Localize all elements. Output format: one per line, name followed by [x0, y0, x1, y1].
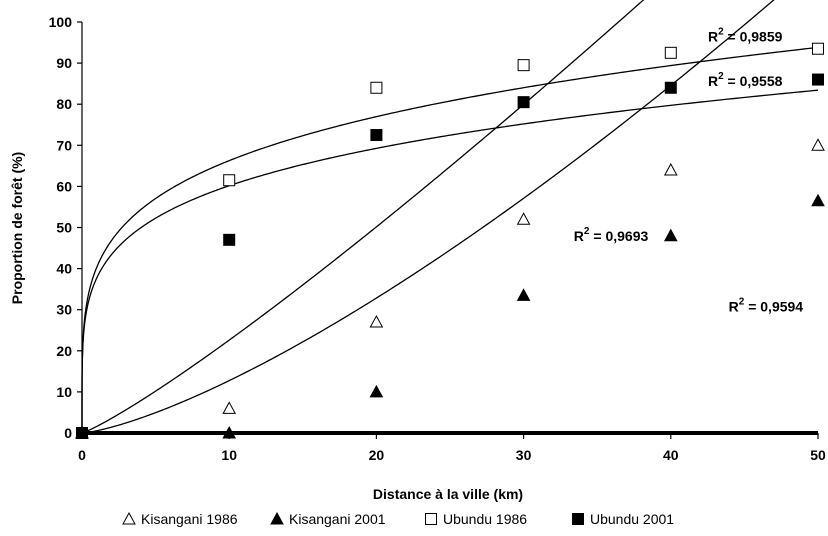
- r2-exponent: 2: [739, 297, 745, 308]
- y-tick-label: 80: [56, 96, 72, 112]
- data-points: [75, 42, 825, 439]
- r2-value: = 0,9594: [744, 299, 803, 315]
- legend-marker-open-square: [425, 513, 437, 525]
- data-point-open-triangle: [663, 162, 678, 176]
- fit-curve-0: [81, 0, 645, 434]
- r2-label: R2 = 0,9594: [729, 297, 804, 315]
- fit-curve-3: [81, 89, 819, 433]
- y-tick-label: 20: [56, 343, 72, 359]
- y-tick-label: 10: [56, 384, 72, 400]
- r2-exponent: 2: [718, 26, 724, 37]
- legend-marker-filled-square: [572, 513, 584, 525]
- y-tick-label: 100: [49, 14, 73, 30]
- r2-letter: R: [708, 28, 718, 44]
- x-tick-label: 20: [369, 447, 385, 463]
- r2-label: R2 = 0,9558: [708, 71, 783, 89]
- data-point-filled-square: [517, 96, 530, 109]
- y-tick-label: 90: [56, 55, 72, 71]
- y-tick-label: 40: [56, 261, 72, 277]
- x-tick-label: 50: [810, 447, 826, 463]
- r2-value: = 0,9859: [724, 28, 783, 44]
- r2-value: = 0,9693: [589, 228, 648, 244]
- x-tick-label: 30: [516, 447, 532, 463]
- x-tick-label: 10: [221, 447, 237, 463]
- y-tick-label: 50: [56, 220, 72, 236]
- data-point-filled-square: [223, 233, 236, 246]
- legend-marker-filled-triangle: [270, 511, 284, 525]
- r2-letter: R: [708, 73, 718, 89]
- legend-entry: Ubundu 1986: [443, 511, 527, 527]
- fit-curve-1: [82, 0, 775, 434]
- data-point-filled-triangle: [663, 228, 678, 242]
- r2-value: = 0,9558: [724, 73, 783, 89]
- r2-exponent: 2: [584, 226, 590, 237]
- data-point-open-square: [812, 42, 824, 55]
- data-point-open-triangle: [222, 401, 237, 414]
- data-point-open-triangle: [811, 138, 825, 151]
- data-point-open-square: [223, 174, 236, 187]
- data-point-open-triangle: [516, 212, 531, 225]
- r2-exponent: 2: [718, 71, 724, 82]
- data-point-open-square: [370, 81, 383, 94]
- r2-letter: R: [729, 299, 739, 315]
- data-point-open-square: [517, 59, 530, 72]
- y-tick-label: 0: [64, 425, 72, 441]
- data-point-open-square: [664, 46, 677, 59]
- legend-marker-open-triangle: [122, 511, 136, 525]
- fit-curves: [81, 0, 819, 434]
- legend: Kisangani 1986 Kisangani 2001 Ubundu 1986 U…: [122, 511, 674, 527]
- data-point-filled-square: [664, 81, 677, 94]
- y-tick-label: 30: [56, 302, 72, 318]
- legend-entry: Kisangani 2001: [289, 511, 386, 527]
- data-point-filled-square: [76, 427, 88, 439]
- data-point-open-triangle: [369, 314, 384, 328]
- data-point-filled-square: [370, 129, 383, 142]
- y-tick-label: 70: [56, 137, 72, 153]
- r2-label: R2 = 0,9859: [708, 26, 783, 44]
- data-point-filled-triangle: [222, 425, 237, 439]
- x-axis-label: Distance à la ville (km): [373, 486, 523, 502]
- legend-entry: Kisangani 1986: [141, 511, 238, 527]
- data-point-filled-triangle: [369, 384, 384, 398]
- y-axis-label: Proportion de forêt (%): [9, 152, 25, 304]
- data-point-filled-square: [812, 73, 824, 86]
- y-tick-label: 60: [56, 178, 72, 194]
- x-tick-label: 40: [663, 447, 679, 463]
- fit-curve-2: [81, 46, 819, 433]
- r2-label: R2 = 0,9693: [574, 226, 649, 244]
- axes: 0 10 20 30 40 50 60 70 80 90 100 0 10 20 30 40 50: [49, 14, 826, 463]
- x-tick-label: 0: [78, 447, 86, 463]
- data-point-filled-triangle: [516, 288, 531, 301]
- data-point-filled-triangle: [811, 193, 825, 207]
- r2-letter: R: [574, 228, 584, 244]
- legend-entry: Ubundu 2001: [590, 511, 674, 527]
